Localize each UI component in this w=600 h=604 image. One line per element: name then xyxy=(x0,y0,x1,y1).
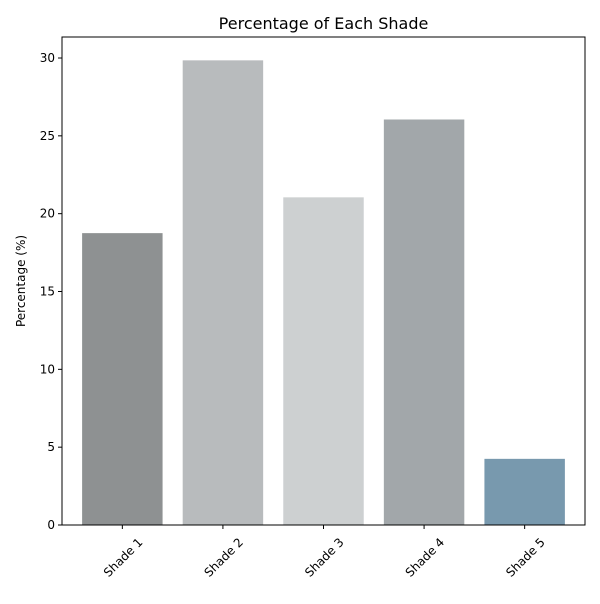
x-tick-label: Shade 1 xyxy=(101,535,146,580)
x-tick-label: Shade 5 xyxy=(503,535,548,580)
y-tick-label: 0 xyxy=(47,518,55,532)
chart-title: Percentage of Each Shade xyxy=(219,14,429,33)
y-axis-label: Percentage (%) xyxy=(14,235,28,327)
x-tick-label: Shade 3 xyxy=(302,535,347,580)
x-tick-label: Shade 2 xyxy=(201,535,246,580)
y-tick-label: 10 xyxy=(40,362,55,376)
bar-shade-1 xyxy=(82,233,163,525)
bar-shade-2 xyxy=(182,60,264,526)
y-tick-label: 20 xyxy=(40,207,55,221)
y-tick-label: 5 xyxy=(47,440,55,454)
y-tick-label: 15 xyxy=(40,285,55,299)
bar-shade-3 xyxy=(283,197,364,526)
y-tick-label: 25 xyxy=(40,129,55,143)
bar-shade-4 xyxy=(383,119,465,526)
x-axis-ticks: Shade 1 Shade 2 Shade 3 Shade 4 Shade 5 xyxy=(101,525,548,580)
y-axis-ticks: 0 5 10 15 20 25 30 xyxy=(40,51,62,532)
x-tick-label: Shade 4 xyxy=(403,535,448,580)
plot-frame xyxy=(61,36,586,526)
bars-layer xyxy=(82,60,565,526)
y-tick-label: 30 xyxy=(40,51,55,65)
bar-shade-5 xyxy=(484,458,565,525)
